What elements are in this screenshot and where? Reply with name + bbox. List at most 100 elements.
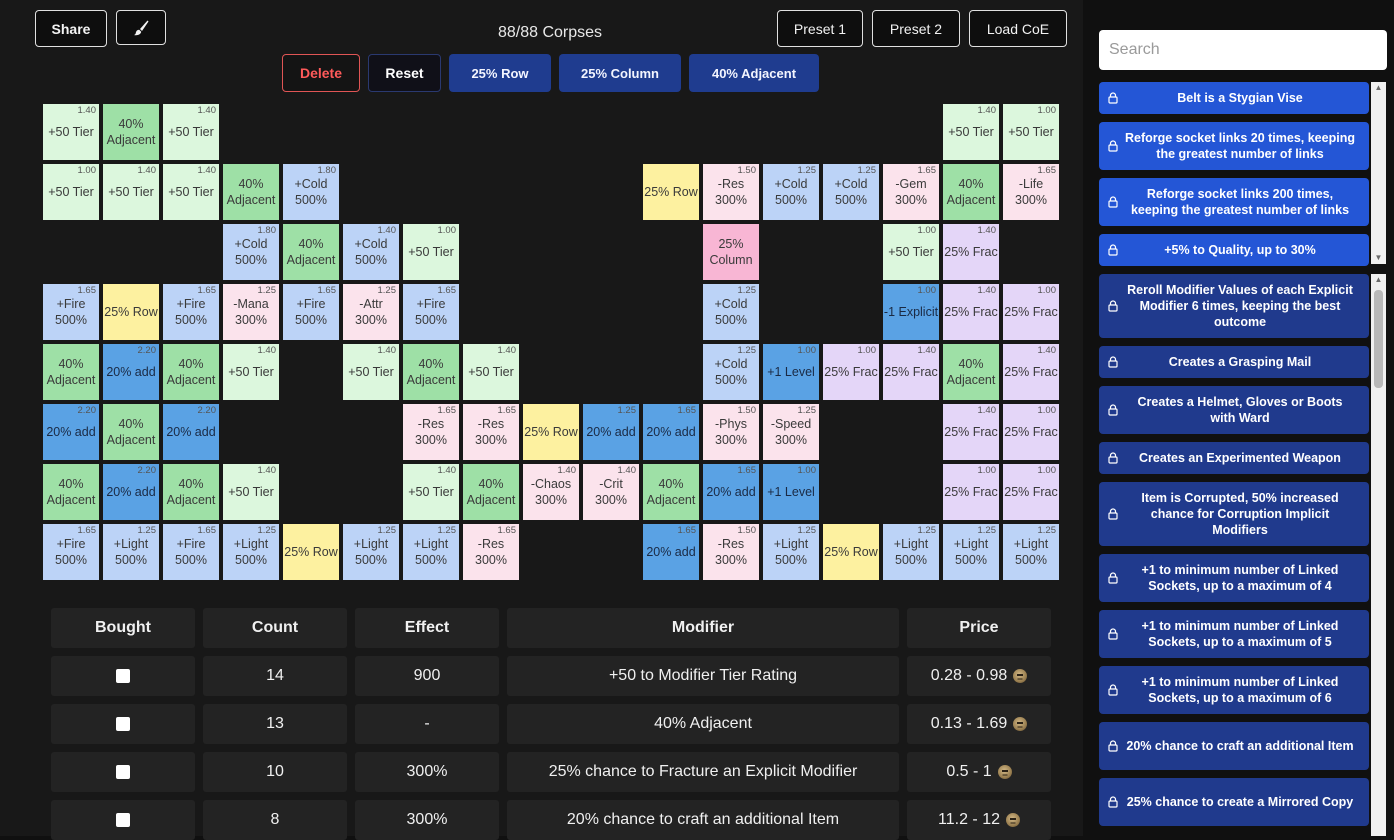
grid-cell[interactable]: 1.40 25% Frac xyxy=(943,224,999,280)
preset-1-button[interactable]: Preset 1 xyxy=(777,10,863,47)
modifier-list-item[interactable]: Creates a Helmet, Gloves or Boots with W… xyxy=(1099,386,1369,434)
grid-cell[interactable]: 25% Row xyxy=(823,524,879,580)
adjacent-mode-button[interactable]: 40% Adjacent xyxy=(689,54,819,92)
grid-cell[interactable]: 40% Adjacent xyxy=(223,164,279,220)
grid-cell[interactable]: 1.25 +Light 500% xyxy=(1003,524,1059,580)
grid-cell[interactable]: 1.00 +50 Tier xyxy=(1003,104,1059,160)
modifier-list-item[interactable]: Item is Corrupted, 50% increased chance … xyxy=(1099,482,1369,546)
modifier-list-item[interactable]: +1 to minimum number of Linked Sockets, … xyxy=(1099,554,1369,602)
grid-cell[interactable]: 1.40 25% Frac xyxy=(943,404,999,460)
grid-cell[interactable]: 1.40 +50 Tier xyxy=(43,104,99,160)
bought-checkbox[interactable] xyxy=(116,765,130,779)
grid-cell[interactable]: 1.65 -Res 300% xyxy=(403,404,459,460)
lock-icon[interactable] xyxy=(1108,92,1118,104)
scroll-down-icon[interactable]: ▼ xyxy=(1374,253,1383,262)
grid-cell[interactable]: 1.00 25% Frac xyxy=(1003,404,1059,460)
modifier-list-item[interactable]: 20% chance to craft an additional Item xyxy=(1099,722,1369,770)
grid-cell[interactable]: 1.00 +1 Level xyxy=(763,464,819,520)
grid-cell[interactable]: 1.25 +Light 500% xyxy=(883,524,939,580)
lock-icon[interactable] xyxy=(1108,196,1118,208)
list-scrollbar-top[interactable]: ▲ ▼ xyxy=(1371,82,1386,264)
grid-cell[interactable]: 1.40 +50 Tier xyxy=(163,164,219,220)
grid-cell[interactable]: 1.65 +Fire 500% xyxy=(283,284,339,340)
list-scrollbar[interactable]: ▲ xyxy=(1371,274,1386,836)
modifier-list-item[interactable]: Belt is a Stygian Vise xyxy=(1099,82,1369,114)
modifier-list-item[interactable]: +1 to minimum number of Linked Sockets, … xyxy=(1099,666,1369,714)
grid-cell[interactable]: 1.25 -Attr 300% xyxy=(343,284,399,340)
search-input[interactable] xyxy=(1099,30,1387,70)
grid-cell[interactable]: 1.25 +Light 500% xyxy=(943,524,999,580)
grid-cell[interactable]: 1.25 +Light 500% xyxy=(343,524,399,580)
lock-icon[interactable] xyxy=(1108,508,1118,520)
grid-cell[interactable]: 1.00 +1 Level xyxy=(763,344,819,400)
grid-cell[interactable]: 1.65 20% add xyxy=(703,464,759,520)
modifier-list-item[interactable]: 25% chance to create a Mirrored Copy xyxy=(1099,778,1369,826)
grid-cell[interactable]: 1.40 +50 Tier xyxy=(343,344,399,400)
grid-cell[interactable]: 1.40 -Crit 300% xyxy=(583,464,639,520)
scroll-up-icon[interactable]: ▲ xyxy=(1374,83,1383,92)
grid-cell[interactable]: 1.50 -Res 300% xyxy=(703,164,759,220)
grid-cell[interactable]: 1.00 +50 Tier xyxy=(883,224,939,280)
grid-cell[interactable]: 1.25 +Cold 500% xyxy=(823,164,879,220)
brush-button[interactable] xyxy=(116,10,166,45)
grid-cell[interactable]: 40% Adjacent xyxy=(943,164,999,220)
grid-cell[interactable]: 1.80 +Cold 500% xyxy=(223,224,279,280)
column-mode-button[interactable]: 25% Column xyxy=(559,54,681,92)
scroll-thumb[interactable] xyxy=(1374,290,1383,388)
grid-cell[interactable]: 1.00 +50 Tier xyxy=(403,224,459,280)
grid-cell[interactable]: 1.40 25% Frac xyxy=(883,344,939,400)
modifier-list-item[interactable]: Reforge socket links 200 times, keeping … xyxy=(1099,178,1369,226)
grid-cell[interactable]: 1.25 +Light 500% xyxy=(223,524,279,580)
grid-cell[interactable]: 1.00 +50 Tier xyxy=(43,164,99,220)
lock-icon[interactable] xyxy=(1108,684,1118,696)
grid-cell[interactable]: 1.40 25% Frac xyxy=(1003,344,1059,400)
grid-cell[interactable]: 40% Adjacent xyxy=(43,344,99,400)
modifier-list-item[interactable]: +5% to Quality, up to 30% xyxy=(1099,234,1369,266)
grid-cell[interactable]: 40% Adjacent xyxy=(163,344,219,400)
grid-cell[interactable]: 40% Adjacent xyxy=(103,404,159,460)
grid-cell[interactable]: 1.40 +50 Tier xyxy=(943,104,999,160)
grid-cell[interactable]: 40% Adjacent xyxy=(103,104,159,160)
lock-icon[interactable] xyxy=(1108,628,1118,640)
grid-cell[interactable]: 1.00 25% Frac xyxy=(1003,464,1059,520)
grid-cell[interactable]: 1.40 +50 Tier xyxy=(103,164,159,220)
modifier-list-item[interactable]: Creates a Grasping Mail xyxy=(1099,346,1369,378)
grid-cell[interactable]: 40% Adjacent xyxy=(403,344,459,400)
grid-cell[interactable]: 2.20 20% add xyxy=(103,464,159,520)
grid-cell[interactable]: 1.40 +50 Tier xyxy=(163,104,219,160)
grid-cell[interactable]: 1.40 +50 Tier xyxy=(223,464,279,520)
grid-cell[interactable]: 1.65 -Res 300% xyxy=(463,524,519,580)
grid-cell[interactable]: 1.65 20% add xyxy=(643,404,699,460)
lock-icon[interactable] xyxy=(1108,796,1118,808)
modifier-list-item[interactable]: Reforge socket links 20 times, keeping t… xyxy=(1099,122,1369,170)
grid-cell[interactable]: 1.65 +Fire 500% xyxy=(163,284,219,340)
grid-cell[interactable]: 1.40 -Chaos 300% xyxy=(523,464,579,520)
grid-cell[interactable]: 25% Column xyxy=(703,224,759,280)
bought-checkbox[interactable] xyxy=(116,813,130,827)
lock-icon[interactable] xyxy=(1108,404,1118,416)
grid-cell[interactable]: 40% Adjacent xyxy=(43,464,99,520)
grid-cell[interactable]: 1.50 -Res 300% xyxy=(703,524,759,580)
grid-cell[interactable]: 40% Adjacent xyxy=(283,224,339,280)
grid-cell[interactable]: 2.20 20% add xyxy=(43,404,99,460)
reset-button[interactable]: Reset xyxy=(368,54,441,92)
grid-cell[interactable]: 2.20 20% add xyxy=(163,404,219,460)
modifier-list-item[interactable]: +1 to minimum number of Linked Sockets, … xyxy=(1099,610,1369,658)
lock-icon[interactable] xyxy=(1108,244,1118,256)
grid-cell[interactable]: 1.00 25% Frac xyxy=(943,464,999,520)
modifier-list-item[interactable]: Reroll Modifier Values of each Explicit … xyxy=(1099,274,1369,338)
grid-cell[interactable]: 1.50 -Phys 300% xyxy=(703,404,759,460)
lock-icon[interactable] xyxy=(1108,572,1118,584)
grid-cell[interactable]: 40% Adjacent xyxy=(643,464,699,520)
grid-cell[interactable]: 1.65 -Gem 300% xyxy=(883,164,939,220)
grid-cell[interactable]: 1.65 -Res 300% xyxy=(463,404,519,460)
grid-cell[interactable]: 1.40 +50 Tier xyxy=(463,344,519,400)
grid-cell[interactable]: 1.40 +Cold 500% xyxy=(343,224,399,280)
grid-cell[interactable]: 1.65 +Fire 500% xyxy=(43,284,99,340)
grid-cell[interactable]: 1.25 -Mana 300% xyxy=(223,284,279,340)
grid-cell[interactable]: 1.25 +Cold 500% xyxy=(763,164,819,220)
bought-checkbox[interactable] xyxy=(116,669,130,683)
share-button[interactable]: Share xyxy=(35,10,107,47)
grid-cell[interactable]: 25% Row xyxy=(283,524,339,580)
grid-cell[interactable]: 1.25 +Cold 500% xyxy=(703,284,759,340)
